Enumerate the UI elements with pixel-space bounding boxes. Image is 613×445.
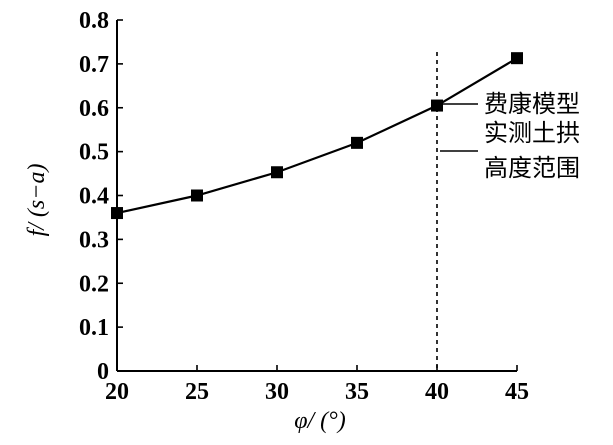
data-point-marker: [511, 52, 523, 65]
y-tick-label: 0.7: [79, 52, 109, 78]
x-axis-title: φ/ (°): [294, 408, 346, 434]
x-tick-label: 45: [505, 379, 529, 405]
y-tick-label: 0.5: [79, 140, 109, 166]
legend-label-model: 费康模型: [484, 90, 580, 118]
x-tick-label: 30: [265, 379, 289, 405]
x-ticks: 20 25 30 35 40 45: [105, 365, 529, 405]
series-markers: [111, 52, 523, 220]
y-tick-label: 0.8: [79, 8, 109, 34]
data-point-marker: [111, 207, 123, 220]
x-tick-label: 40: [425, 379, 449, 405]
y-tick-label: 0: [97, 359, 109, 385]
y-tick-label: 0.4: [79, 184, 109, 210]
axes: [116, 20, 517, 372]
y-tick-label: 0.6: [79, 96, 109, 122]
series-line: [116, 57, 518, 215]
data-point-marker: [351, 136, 363, 149]
y-tick-label: 0.1: [79, 315, 109, 341]
legend: 费康模型 实测土拱 高度范围: [438, 90, 580, 182]
data-point-marker: [271, 166, 283, 179]
x-tick-label: 25: [185, 379, 209, 405]
y-ticks: 0 0.1 0.2 0.3 0.4 0.5 0.6 0.7 0.8: [79, 8, 123, 385]
x-tick-label: 35: [345, 379, 369, 405]
legend-label-measured-line2: 高度范围: [484, 154, 580, 182]
legend-label-measured-line1: 实测土拱: [484, 119, 580, 147]
y-axis-title: f/ (s−a): [24, 164, 50, 237]
data-point-marker: [191, 189, 203, 202]
y-tick-label: 0.3: [79, 227, 109, 253]
x-tick-label: 20: [105, 379, 129, 405]
y-tick-label: 0.2: [79, 271, 109, 297]
data-point-marker: [431, 99, 443, 112]
